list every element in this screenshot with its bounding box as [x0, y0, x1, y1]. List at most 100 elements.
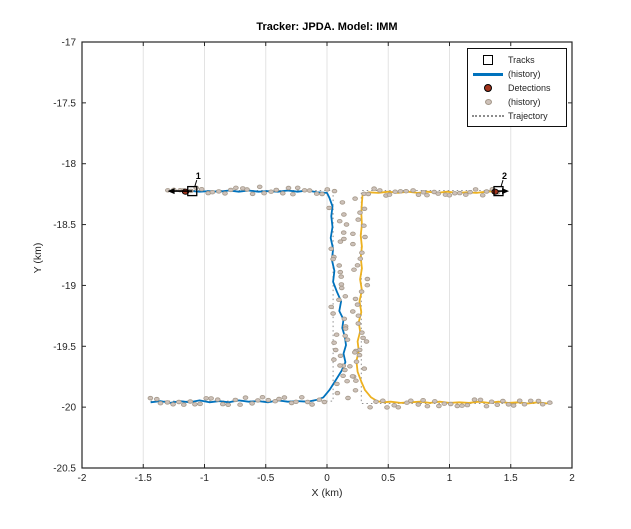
legend-entry-detections-history: (history) [468, 95, 566, 109]
detection-dot [203, 396, 210, 401]
detection-dot [333, 332, 340, 337]
detection-dot [273, 187, 280, 193]
detection-dot [259, 395, 266, 400]
detection-dot [272, 399, 279, 404]
detection-dot [265, 397, 272, 403]
detection-dot [521, 402, 528, 407]
detection-dot [316, 397, 323, 402]
x-tick-label: -2 [78, 473, 87, 484]
detection-dot [342, 326, 349, 331]
y-tick-label: -19.5 [53, 342, 76, 353]
y-tick-label: -17.5 [53, 98, 76, 109]
detection-dot [355, 217, 362, 222]
detection-dot [403, 188, 409, 194]
trajectory-line-icon [468, 115, 508, 117]
velocity-arrowhead-2 [502, 188, 510, 195]
detection-dot [342, 367, 348, 373]
detection-dot [342, 333, 349, 338]
detection-dot [181, 402, 187, 407]
x-tick-label: -0.5 [257, 473, 275, 484]
x-axis-label: X (km) [311, 487, 343, 499]
detection-dot [330, 311, 336, 316]
track-history-line-1 [150, 189, 347, 404]
detection-dot [407, 398, 414, 403]
tracks-square-marker-icon [468, 55, 508, 65]
detection-dot [436, 403, 442, 409]
detection-dot [420, 190, 427, 195]
detection-dot [232, 397, 239, 403]
detection-dot [352, 296, 359, 302]
legend-entry-detections: Detections [468, 81, 566, 95]
detection-dot [350, 231, 356, 236]
detection-dot [290, 191, 296, 197]
detection-dot [337, 363, 343, 368]
detection-dot [464, 402, 471, 408]
detection-dot [222, 191, 228, 196]
detection-dot [340, 373, 346, 378]
detection-dot [447, 401, 454, 407]
detection-dot [233, 185, 239, 190]
detection-dot [339, 200, 346, 205]
detection-dot [415, 402, 422, 407]
detection-dot [328, 246, 335, 251]
detection-dot [392, 189, 399, 194]
y-tick-label: -20.5 [53, 464, 76, 475]
y-tick-label: -19 [62, 281, 77, 292]
detection-dot [462, 192, 469, 197]
detection-dot [355, 313, 362, 318]
detection-dot [337, 353, 344, 358]
x-tick-label: 1 [447, 473, 453, 484]
detection-dot [336, 297, 342, 302]
detection-dot [488, 399, 495, 404]
detection-dot [304, 399, 311, 405]
detection-dot [510, 403, 517, 408]
detection-dot [242, 395, 249, 400]
detection-dot [334, 390, 341, 396]
trajectory-line [360, 190, 553, 404]
detection-dot [334, 381, 340, 387]
detection-dot [192, 402, 198, 407]
detection-dot [420, 398, 426, 403]
x-tick-label: -1 [200, 473, 209, 484]
detection-dot [225, 402, 232, 407]
detection-dot [467, 189, 473, 195]
detection-dot [353, 378, 359, 383]
detection-dot [328, 304, 335, 310]
trajectory-line [150, 190, 334, 402]
detection-dot [435, 191, 442, 196]
detection-dot [539, 402, 546, 407]
detection-dot [261, 190, 267, 196]
detection-dot [459, 403, 465, 408]
detection-dot [209, 189, 216, 195]
detection-dot [397, 189, 404, 194]
detection-dot [354, 302, 361, 307]
detection-dot [424, 404, 431, 409]
detection-dot [391, 403, 398, 408]
detection-dot [451, 191, 458, 196]
detection-dot [351, 267, 357, 272]
detection-dot [546, 400, 553, 405]
detection-dot [331, 357, 337, 362]
detection-dot [255, 398, 261, 403]
detection-dot [337, 269, 344, 275]
detection-dot [164, 400, 171, 405]
legend-entry-tracks-history: (history) [468, 67, 566, 81]
detection-dot [505, 402, 512, 407]
detection-dot [472, 187, 479, 192]
detection-dot [352, 388, 359, 393]
detection-dot [356, 352, 363, 358]
detection-dot [341, 212, 347, 217]
x-tick-label: 2 [569, 473, 575, 484]
detection-dot [313, 191, 320, 196]
y-axis-label: Y (km) [32, 242, 44, 274]
detection-dot [268, 189, 274, 194]
detection-dot [415, 192, 422, 197]
y-tick-label: -18 [62, 159, 77, 170]
detection-dot [431, 399, 438, 404]
detection-dot [336, 218, 343, 224]
detection-dot [516, 398, 523, 403]
legend[interactable]: Tracks (history) Detections (history) Tr… [467, 48, 567, 127]
detection-dot [376, 188, 383, 193]
